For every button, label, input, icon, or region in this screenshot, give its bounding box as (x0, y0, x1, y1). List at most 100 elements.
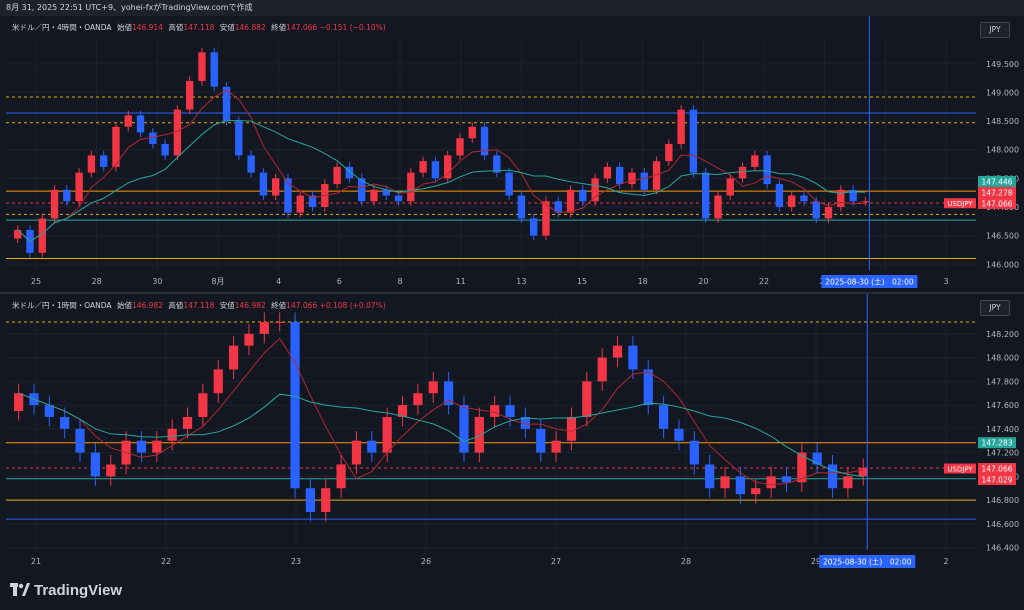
chart-1h-svg[interactable]: 148.200 148.000 147.800 147.600 147.400 147.2… (0, 294, 1024, 572)
candle-body (382, 189, 390, 196)
candle-body (800, 195, 808, 202)
legend-close-label: 終値 (271, 301, 287, 310)
candle-body (643, 369, 653, 406)
candle-body (60, 416, 70, 429)
candle-body (50, 189, 59, 219)
price-label-box (978, 437, 1016, 449)
candle-body (843, 476, 853, 489)
price-label: 147.066 (981, 199, 1012, 208)
candle-body (370, 189, 378, 202)
candle-body (726, 178, 734, 196)
y-tick-label: 146.800 (986, 496, 1019, 505)
legend-open-label: 始値 (116, 23, 132, 32)
candle-body (152, 440, 162, 453)
candle-body (305, 488, 315, 512)
chart-4h-svg[interactable]: 149.500149.000148.500148.000147.500147.0… (0, 16, 1024, 292)
pane-divider[interactable] (0, 292, 1024, 294)
candle-body (628, 345, 638, 370)
tradingview-logo[interactable]: TradingView (10, 582, 122, 599)
candle-body (781, 476, 792, 483)
candle-body (849, 189, 857, 202)
symbol-tag-label: USDJPY (947, 466, 973, 474)
x-tick-label: 22 (161, 557, 171, 566)
candle-body (14, 393, 24, 412)
legend-symbol: 米ドル／円・4時間・OANDA (12, 23, 112, 32)
candle-body (407, 172, 415, 202)
symbol-tag (944, 463, 976, 474)
y-tick-label: 146.400 (986, 544, 1019, 553)
legend-high-label: 高値 (168, 301, 184, 310)
legend-open: 146.914 (131, 23, 163, 32)
x-tick-label: 26 (421, 557, 431, 566)
x-tick-label: 3 (943, 277, 948, 286)
candle-body (861, 201, 870, 203)
price-label-box (978, 175, 1016, 187)
price-label-box (978, 186, 1016, 198)
candle-body (797, 452, 807, 483)
candle-body (296, 195, 304, 213)
x-tick-label: 28 (92, 277, 102, 286)
ma-slow-line (18, 392, 864, 478)
price-label-box (978, 197, 1016, 209)
currency-button[interactable]: JPY (980, 22, 1010, 38)
y-tick-label: 147.600 (986, 401, 1019, 410)
candle-body (689, 109, 698, 173)
candle-body (616, 166, 624, 185)
candle-body (603, 166, 612, 179)
candle-body (640, 172, 648, 190)
y-tick-label: 146.600 (986, 520, 1019, 529)
candle-body (714, 195, 722, 219)
candle-body (468, 126, 476, 139)
x-tick-label: 15 (577, 277, 587, 286)
candle-body (428, 381, 438, 394)
x-tick-label: 21 (31, 557, 41, 566)
candle-body (229, 345, 239, 370)
y-tick-label: 147.400 (986, 425, 1019, 434)
legend-low: 146.982 (234, 301, 266, 310)
y-tick-label: 148.200 (986, 330, 1019, 339)
candle-body (198, 52, 206, 81)
candle-body (182, 416, 193, 429)
y-tick-label: 148.500 (986, 117, 1019, 126)
candle-body (812, 452, 822, 465)
footer: TradingView (0, 572, 1024, 610)
y-tick-label: 149.500 (986, 60, 1019, 69)
candle-body (827, 464, 838, 489)
ma-fast-line (18, 337, 864, 486)
candle-body (775, 184, 784, 207)
candle-body (259, 172, 268, 196)
chart-1h[interactable]: 148.200 148.000 147.800 147.600 147.400 147.2… (0, 294, 1024, 572)
candle-body (536, 428, 546, 453)
chart-4h[interactable]: 149.500149.000148.500148.000147.500147.0… (0, 16, 1024, 292)
candle-body (351, 440, 362, 465)
candle-body (542, 201, 550, 236)
candle-body (247, 155, 255, 173)
legend-symbol: 米ドル／円・1時間・OANDA (12, 301, 112, 310)
candle-body (136, 440, 147, 453)
candle-body (419, 161, 427, 173)
candle-body (652, 161, 661, 190)
x-tick-label: 30 (152, 277, 162, 286)
candle-body (394, 195, 403, 202)
candle-body (345, 166, 354, 179)
brand-name: TradingView (34, 582, 123, 599)
candle-body (367, 440, 377, 453)
candle-body (75, 428, 85, 453)
candle-body (90, 452, 100, 477)
candle-body (213, 369, 223, 394)
candle-body (566, 416, 577, 441)
legend-close-label: 終値 (271, 23, 287, 32)
candle-body (321, 488, 331, 512)
candle-body (554, 201, 562, 213)
y-tick-label: 147.200 (986, 449, 1019, 458)
candle-body (812, 201, 820, 219)
candle-body (336, 464, 346, 489)
candle-body (444, 381, 454, 406)
x-tick-label: 18 (638, 277, 648, 286)
legend-close: 147.066 (286, 23, 318, 32)
currency-button[interactable]: JPY (980, 300, 1010, 316)
candle-body (628, 172, 636, 185)
cursor-date-box (821, 275, 918, 288)
candle-body (493, 155, 501, 173)
candle-body (837, 189, 845, 207)
